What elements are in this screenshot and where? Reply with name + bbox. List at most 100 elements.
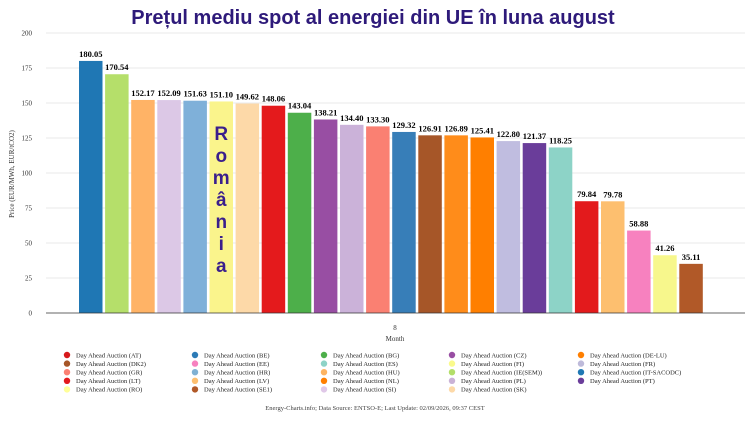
- legend-item[interactable]: Day Ahead Auction (DE-LU): [577, 351, 667, 360]
- bar: [470, 137, 494, 313]
- legend-label: Day Ahead Auction (BE): [204, 352, 270, 359]
- legend-label: Day Ahead Auction (EE): [204, 361, 269, 368]
- legend-swatch: [63, 377, 71, 384]
- legend-swatch: [191, 360, 199, 367]
- bar-value-label: 125.41: [471, 125, 494, 135]
- legend-swatch: [191, 351, 199, 359]
- bar-value-label: 134.40: [340, 113, 363, 123]
- legend-label: Day Ahead Auction (CZ): [461, 352, 527, 359]
- legend-item[interactable]: Day Ahead Auction (PT): [577, 377, 655, 386]
- legend-item[interactable]: Day Ahead Auction (FI): [448, 360, 524, 368]
- bar: [418, 135, 442, 313]
- legend-swatch: [320, 351, 328, 359]
- legend-item[interactable]: Day Ahead Auction (CZ): [448, 351, 527, 360]
- bar-value-label: 170.54: [105, 62, 129, 72]
- y-tick-label: 175: [22, 65, 33, 73]
- bar-value-label: 138.21: [314, 108, 337, 118]
- bar: [157, 100, 181, 313]
- annotation-letter: i: [219, 234, 224, 255]
- y-tick-label: 150: [22, 100, 33, 108]
- legend-label: Day Ahead Auction (FR): [590, 361, 655, 368]
- legend-item[interactable]: Day Ahead Auction (SK): [448, 386, 527, 394]
- bar-value-label: 152.09: [157, 88, 180, 98]
- bar-value-label: 122.80: [497, 129, 520, 139]
- legend-swatch: [63, 360, 71, 367]
- bar-value-label: 148.06: [262, 94, 285, 104]
- legend-label: Day Ahead Auction (SI): [333, 387, 396, 394]
- bar: [261, 105, 286, 313]
- x-axis-title: Month: [386, 335, 405, 343]
- legend-swatch: [320, 360, 328, 367]
- legend-swatch: [577, 377, 585, 384]
- legend-item[interactable]: Day Ahead Auction (RO): [63, 386, 142, 394]
- legend-label: Day Ahead Auction (PL): [461, 378, 526, 385]
- legend-item[interactable]: Day Ahead Auction (EE): [191, 360, 269, 368]
- annotation-letter: o: [215, 146, 227, 167]
- annotation-letter: m: [213, 168, 230, 189]
- legend-label: Day Ahead Auction (NL): [333, 378, 399, 385]
- bar-value-label: 121.37: [523, 131, 547, 141]
- legend-item[interactable]: Day Ahead Auction (DK2): [63, 360, 146, 368]
- bar-value-label: 118.25: [549, 135, 572, 145]
- bar-value-label: 58.88: [629, 219, 648, 229]
- legend-item[interactable]: Day Ahead Auction (GR): [63, 369, 142, 377]
- legend-item[interactable]: Day Ahead Auction (HU): [320, 369, 400, 377]
- annotation-letter: R: [214, 124, 228, 145]
- bar-value-label: 126.89: [444, 123, 467, 133]
- legend-label: Day Ahead Auction (PT): [590, 378, 655, 385]
- bar-value-label: 143.04: [288, 101, 312, 111]
- legend-label: Day Ahead Auction (LT): [76, 378, 141, 385]
- annotation-letter: â: [216, 190, 227, 211]
- y-tick-label: 100: [22, 170, 33, 178]
- legend-swatch: [63, 386, 71, 393]
- legend-item[interactable]: Day Ahead Auction (LV): [191, 377, 269, 386]
- y-axis-title: Price (EUR/MWh, EUR/tCO2): [8, 129, 16, 217]
- legend: Day Ahead Auction (AT) Day Ahead Auction …: [63, 351, 681, 394]
- bar: [340, 124, 364, 313]
- bar-value-label: 79.78: [603, 189, 622, 199]
- legend-item[interactable]: Day Ahead Auction (BG): [320, 351, 399, 360]
- legend-item[interactable]: Day Ahead Auction (SE1): [191, 386, 272, 394]
- bar: [235, 103, 260, 313]
- legend-swatch: [448, 360, 456, 367]
- bar: [601, 201, 625, 313]
- legend-item[interactable]: Day Ahead Auction (AT): [63, 351, 141, 360]
- legend-swatch: [448, 377, 456, 384]
- bar-value-label: 149.62: [236, 92, 259, 102]
- legend-item[interactable]: Day Ahead Auction (NL): [320, 377, 399, 386]
- legend-item[interactable]: Day Ahead Auction (ES): [320, 360, 398, 368]
- x-tick-label: 8: [393, 324, 397, 332]
- legend-item[interactable]: Day Ahead Auction (FR): [577, 360, 655, 368]
- legend-swatch: [320, 386, 328, 393]
- legend-swatch: [577, 360, 585, 367]
- legend-item[interactable]: Day Ahead Auction (LT): [63, 377, 141, 386]
- bar: [183, 100, 207, 313]
- legend-swatch: [577, 351, 585, 359]
- legend-swatch: [577, 369, 585, 376]
- legend-swatch: [63, 351, 71, 359]
- bar-value-label: 180.05: [79, 49, 102, 59]
- legend-label: Day Ahead Auction (LV): [204, 378, 269, 385]
- legend-item[interactable]: Day Ahead Auction (SI): [320, 386, 396, 394]
- legend-label: Day Ahead Auction (IT-SACODC): [590, 370, 681, 377]
- legend-item[interactable]: Day Ahead Auction (IE(SEM)): [448, 369, 542, 377]
- bar-value-label: 152.17: [131, 88, 155, 98]
- legend-item[interactable]: Day Ahead Auction (BE): [191, 351, 270, 360]
- legend-label: Day Ahead Auction (SK): [461, 387, 527, 394]
- legend-item[interactable]: Day Ahead Auction (PL): [448, 377, 526, 386]
- y-tick-label: 75: [25, 205, 33, 213]
- bar: [105, 74, 129, 313]
- legend-label: Day Ahead Auction (ES): [333, 361, 398, 368]
- y-tick-label: 0: [29, 310, 33, 318]
- legend-item[interactable]: Day Ahead Auction (HR): [191, 369, 270, 377]
- legend-swatch: [448, 369, 456, 376]
- legend-label: Day Ahead Auction (BG): [333, 352, 399, 359]
- bar: [131, 99, 155, 313]
- legend-item[interactable]: Day Ahead Auction (IT-SACODC): [577, 369, 681, 377]
- y-tick-label: 25: [25, 275, 33, 283]
- y-tick-label: 50: [25, 240, 33, 248]
- bar: [548, 147, 573, 313]
- legend-label: Day Ahead Auction (DK2): [76, 361, 146, 368]
